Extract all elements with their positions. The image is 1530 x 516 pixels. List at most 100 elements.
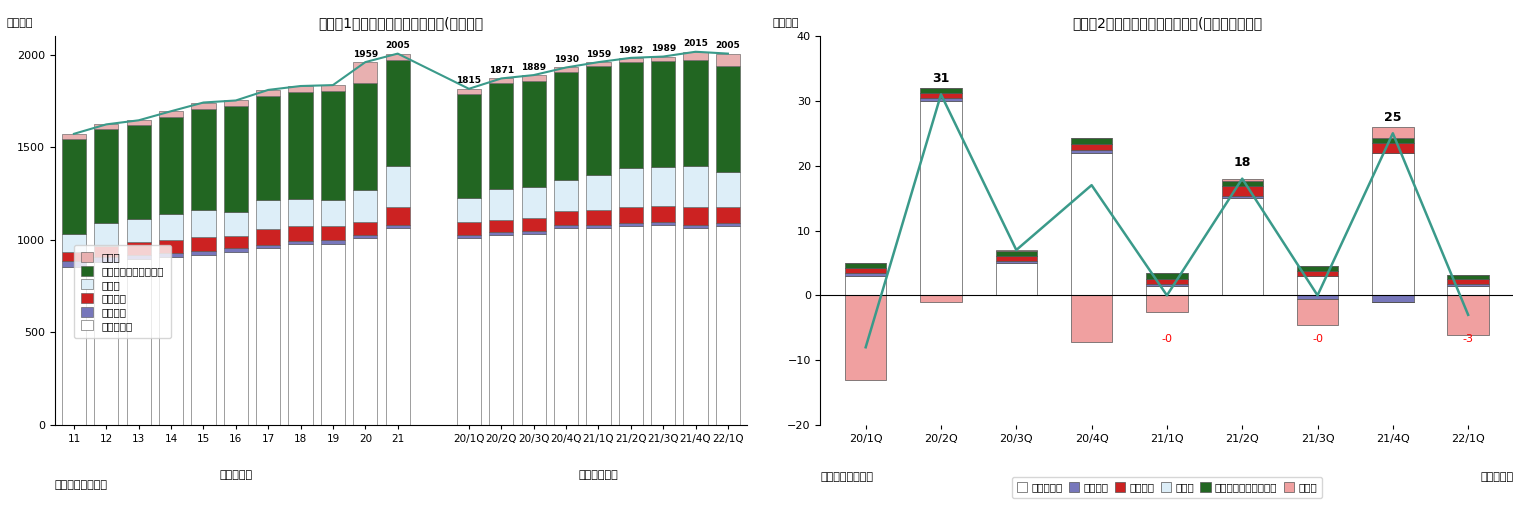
Bar (586, 228, 610, 425)
Bar (223, 248, 248, 252)
Bar (618, 168, 643, 207)
Bar (920, 93, 962, 98)
Bar (353, 222, 378, 235)
Bar (289, 86, 312, 92)
Bar (845, 268, 886, 273)
Bar (554, 225, 578, 228)
Bar (127, 219, 151, 243)
Bar (554, 180, 578, 212)
Bar (289, 199, 312, 225)
Bar (61, 134, 86, 139)
Bar (61, 267, 86, 425)
Bar (996, 261, 1037, 263)
Bar (191, 109, 216, 211)
Text: （兆円）: （兆円） (6, 18, 32, 28)
Bar (256, 90, 280, 95)
Bar (1146, 295, 1187, 312)
Bar (1447, 295, 1489, 335)
Bar (845, 263, 886, 268)
Text: 1889: 1889 (522, 63, 546, 72)
Bar (61, 234, 86, 252)
Bar (1146, 286, 1187, 295)
Bar (1372, 127, 1414, 138)
Bar (618, 62, 643, 168)
Legend: その他, 保険・年金・定額保証, 株式等, 投資信託, 債務証券, 現金・預金: その他, 保険・年金・定額保証, 株式等, 投資信託, 債務証券, 現金・預金 (73, 245, 171, 338)
Text: （資料）日本銀行: （資料）日本銀行 (820, 472, 874, 482)
Bar (490, 232, 514, 235)
Bar (554, 73, 578, 180)
Text: 25: 25 (1385, 110, 1401, 123)
Bar (652, 57, 675, 61)
Bar (684, 166, 708, 206)
Bar (353, 238, 378, 425)
Bar (95, 246, 118, 257)
Bar (522, 231, 546, 234)
Legend: 現金・預金, 債務証券, 投資信託, 株式等, 保険・年金・定額保証, その他: 現金・預金, 債務証券, 投資信託, 株式等, 保険・年金・定額保証, その他 (1011, 477, 1322, 498)
Bar (1297, 295, 1339, 299)
Bar (490, 83, 514, 189)
Bar (652, 206, 675, 222)
Bar (716, 227, 741, 425)
Bar (684, 60, 708, 166)
Bar (1146, 284, 1187, 286)
Text: 1959: 1959 (586, 50, 610, 59)
Text: 1989: 1989 (650, 44, 676, 53)
Bar (1297, 266, 1339, 271)
Bar (127, 259, 151, 425)
Bar (386, 60, 410, 166)
Bar (684, 228, 708, 425)
Bar (586, 66, 610, 175)
Bar (353, 83, 378, 190)
Bar (522, 234, 546, 425)
Bar (386, 224, 410, 228)
Text: -0: -0 (1313, 334, 1323, 344)
Bar (223, 106, 248, 213)
Bar (386, 166, 410, 206)
Bar (996, 250, 1037, 251)
Bar (127, 243, 151, 255)
Bar (586, 209, 610, 225)
Bar (1221, 179, 1262, 181)
Bar (490, 220, 514, 232)
Bar (256, 95, 280, 200)
Bar (95, 129, 118, 222)
Bar (490, 189, 514, 220)
Bar (522, 218, 546, 231)
Bar (1221, 196, 1262, 198)
Bar (256, 248, 280, 425)
Bar (716, 66, 741, 172)
Bar (95, 222, 118, 246)
Bar (1447, 275, 1489, 279)
Bar (1071, 138, 1112, 143)
Bar (256, 200, 280, 230)
Bar (321, 244, 346, 425)
Bar (321, 91, 346, 200)
Bar (716, 223, 741, 227)
Bar (1372, 143, 1414, 153)
Bar (1221, 186, 1262, 196)
Bar (1071, 143, 1112, 150)
Bar (159, 257, 184, 425)
Bar (321, 200, 346, 226)
Bar (223, 252, 248, 425)
Bar (920, 98, 962, 101)
Bar (996, 256, 1037, 261)
Bar (1221, 181, 1262, 186)
Bar (321, 226, 346, 240)
Bar (289, 241, 312, 245)
Bar (1297, 276, 1339, 295)
Bar (1447, 279, 1489, 284)
Bar (159, 253, 184, 257)
Text: （資料）日本銀行: （資料）日本銀行 (55, 479, 107, 490)
Bar (127, 120, 151, 125)
Bar (95, 257, 118, 262)
Bar (845, 295, 886, 380)
Bar (457, 89, 480, 94)
Bar (289, 92, 312, 199)
Bar (586, 175, 610, 209)
Bar (920, 88, 962, 93)
Text: 2015: 2015 (682, 39, 708, 49)
Bar (321, 240, 346, 244)
Bar (554, 212, 578, 225)
Text: 1982: 1982 (618, 45, 643, 55)
